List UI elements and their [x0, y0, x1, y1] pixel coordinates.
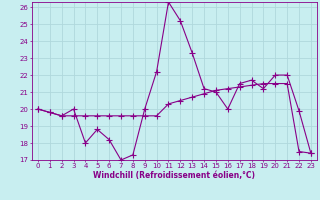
- X-axis label: Windchill (Refroidissement éolien,°C): Windchill (Refroidissement éolien,°C): [93, 171, 255, 180]
